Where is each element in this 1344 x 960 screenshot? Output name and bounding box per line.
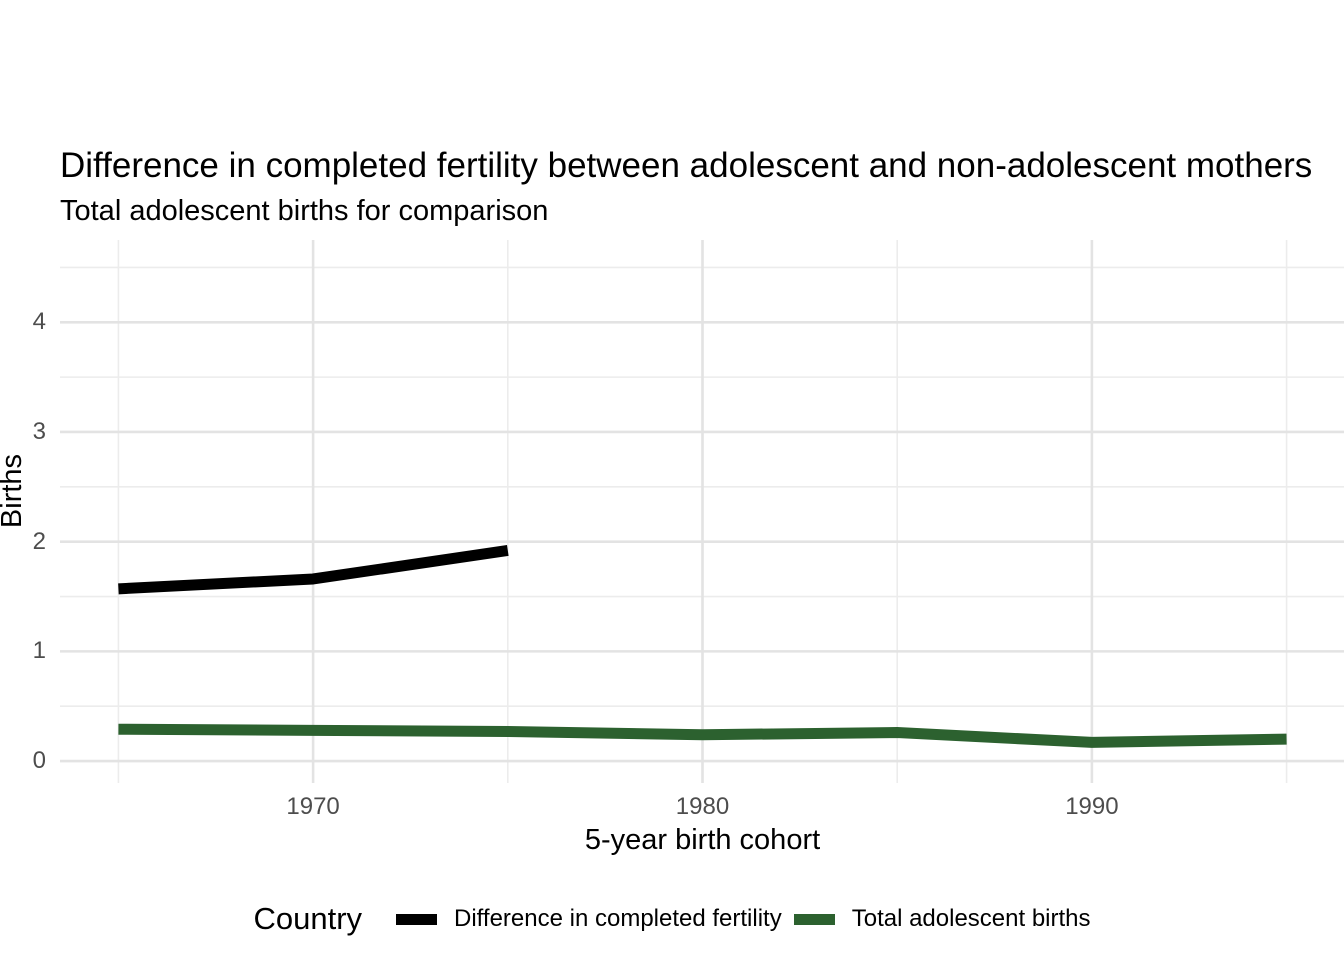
legend-item-difference: Difference in completed fertility [396,905,782,933]
series-line-total-births [118,723,1287,748]
x-tick-label: 1980 [675,793,730,820]
x-tick-label: 1970 [286,793,340,820]
chart-subtitle: Total adolescent births for comparison [60,195,549,227]
series-line-difference [118,545,509,595]
legend-label-total-births: Total adolescent births [851,905,1091,932]
y-tick-label: 4 [32,308,46,336]
chart-title: Difference in completed fertility betwee… [60,146,1313,185]
legend-key-total-births-swatch [793,913,835,925]
y-tick-label: 0 [32,747,46,775]
y-tick-label: 2 [32,527,46,555]
legend-key-difference-swatch [396,913,438,925]
legend-item-total-births: Total adolescent births [793,905,1091,933]
y-axis-title: Births [0,453,28,529]
y-tick-label: 3 [32,417,46,445]
legend-label-difference: Difference in completed fertility [454,905,782,932]
x-axis-title: 5-year birth cohort [584,824,821,856]
x-tick-label: 1990 [1065,793,1119,820]
legend-title: Country [253,901,363,936]
legend: Country Difference in completed fertilit… [0,901,1344,937]
y-tick-label: 1 [32,637,46,665]
